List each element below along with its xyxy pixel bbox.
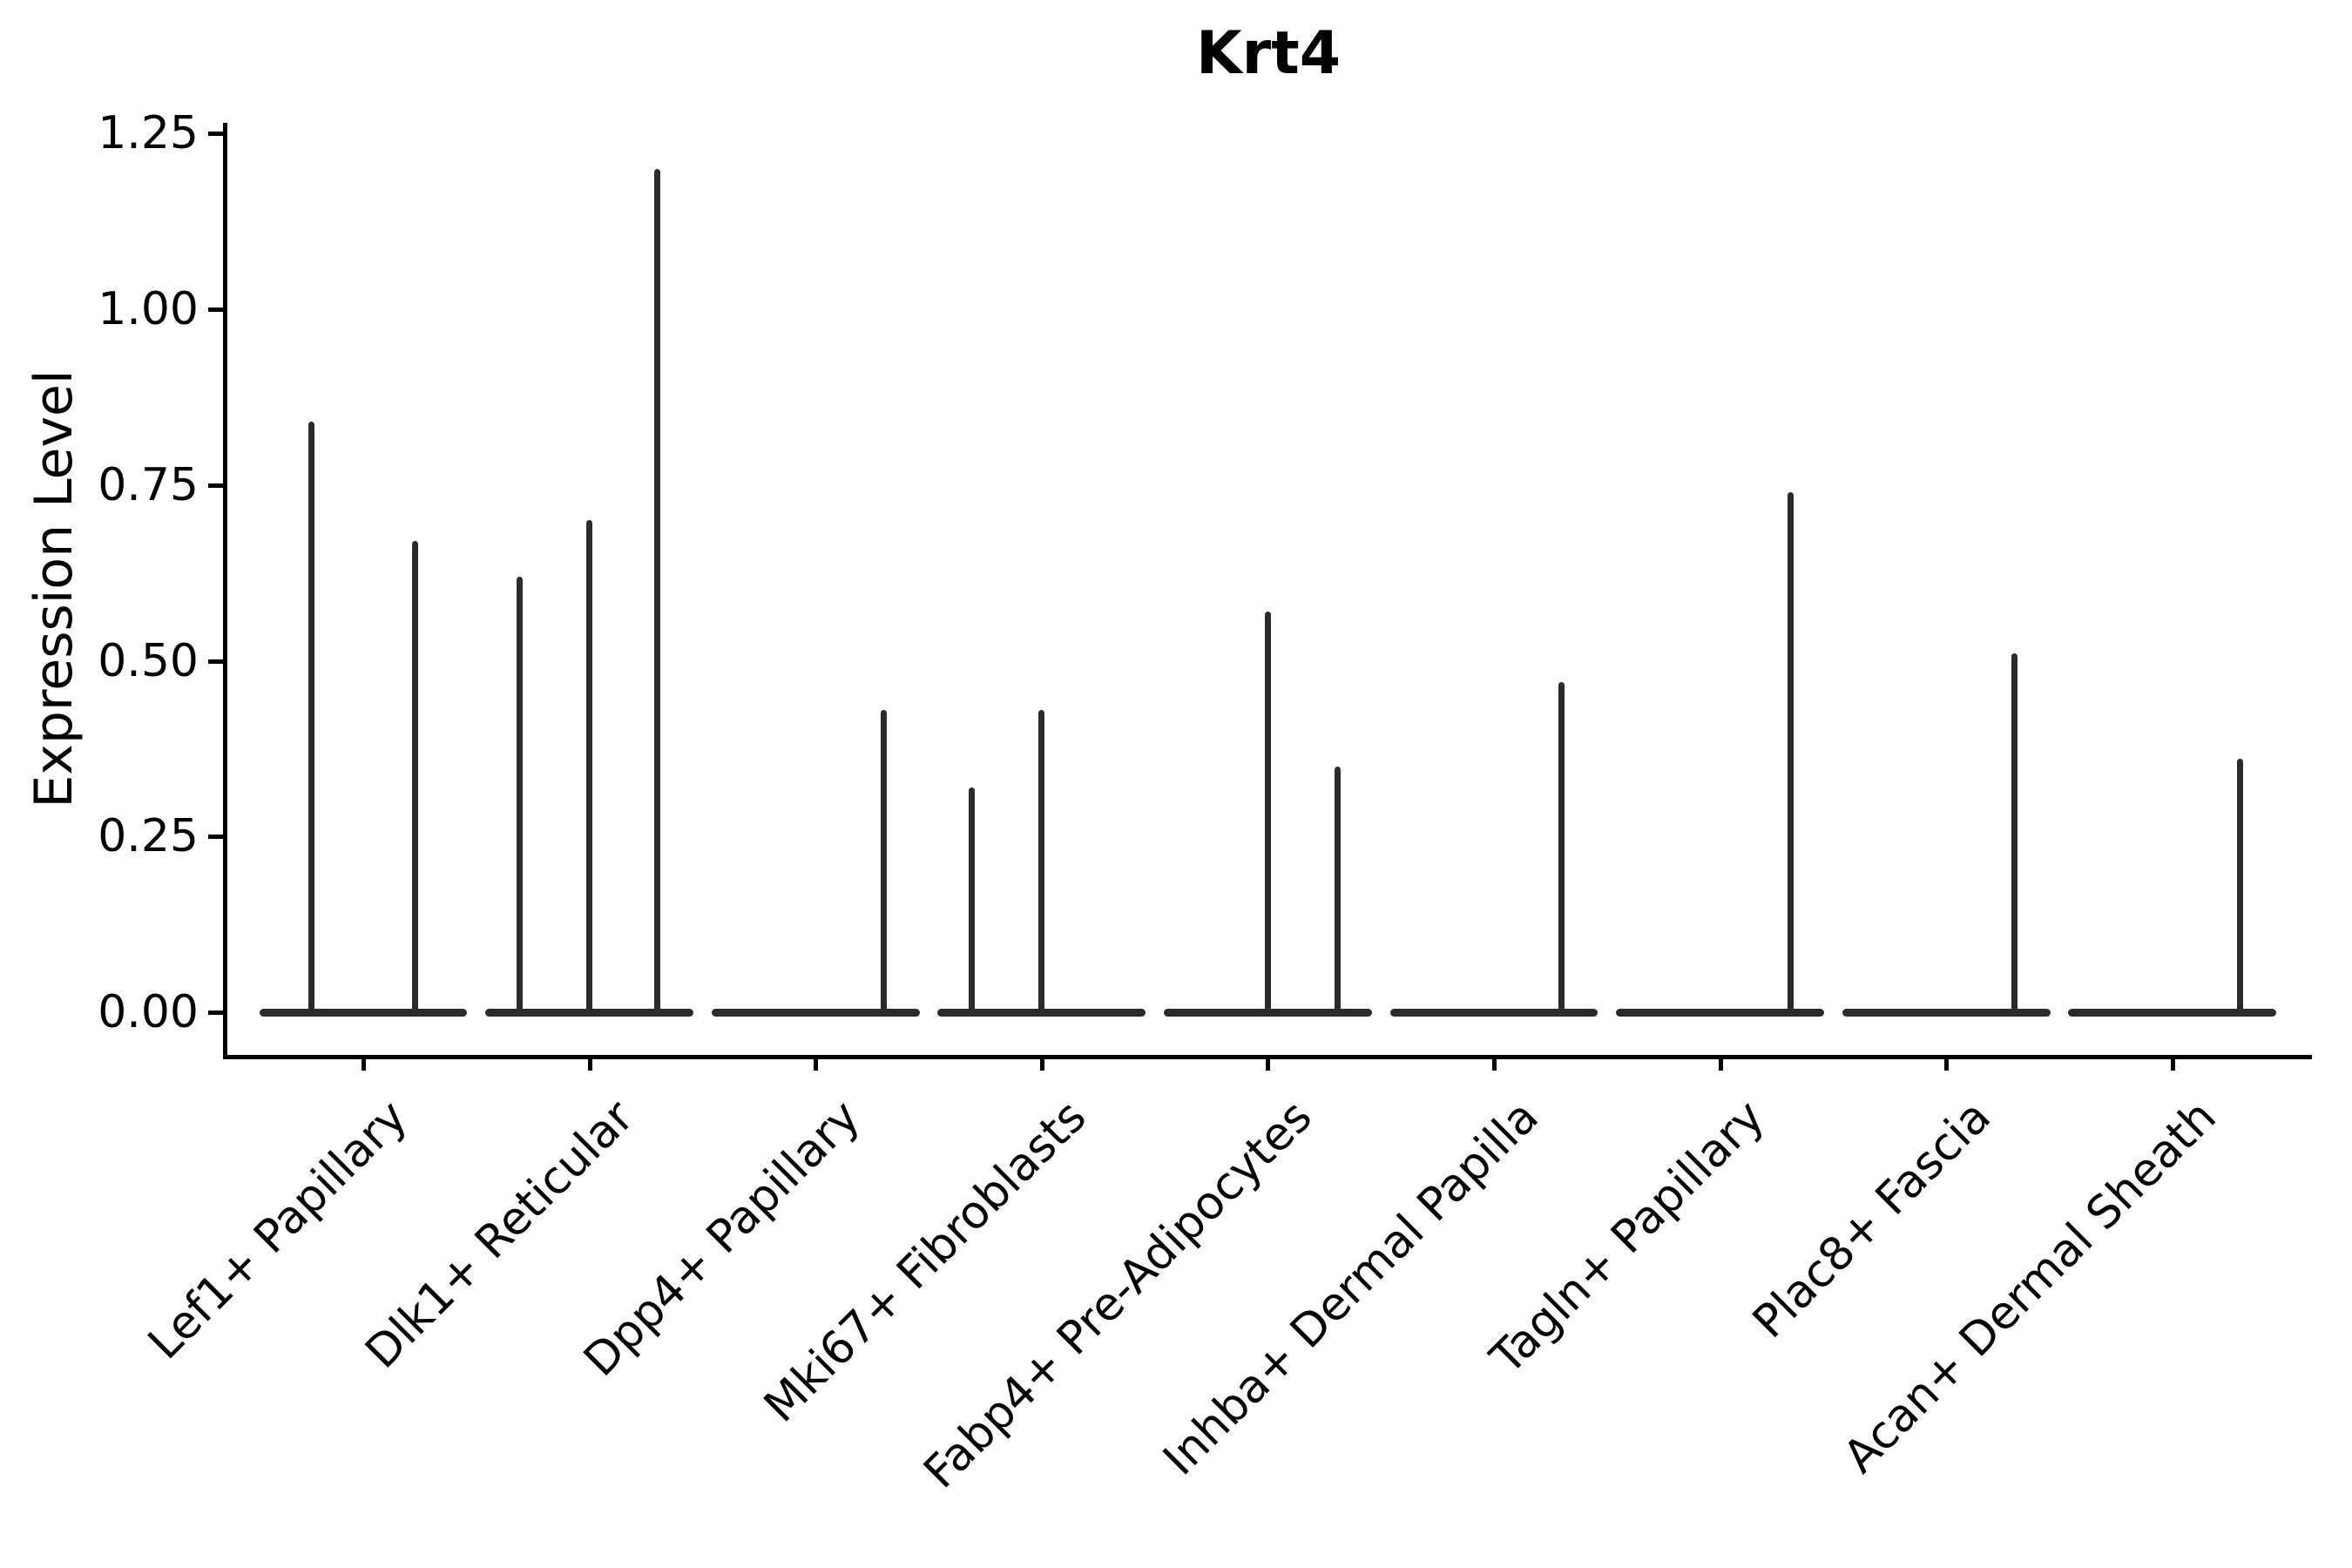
x-tick-mark <box>1718 1059 1723 1071</box>
violin-spike <box>1038 709 1045 1012</box>
violin-spike <box>653 168 660 1012</box>
violin-base <box>2068 1009 2277 1017</box>
y-tick-label: 0.50 <box>98 634 199 687</box>
violin-base <box>1616 1009 1824 1017</box>
x-tick-mark <box>1266 1059 1271 1071</box>
violin-base <box>937 1009 1146 1017</box>
y-tick-mark <box>208 483 223 488</box>
x-tick-mark <box>814 1059 819 1071</box>
x-tick-label: Plac8+ Fascia <box>1742 1091 2001 1348</box>
y-tick-mark <box>208 1010 223 1015</box>
y-tick-label: 0.25 <box>98 810 199 863</box>
violin-spike <box>1558 681 1565 1012</box>
y-tick-label: 1.00 <box>98 283 199 335</box>
violin-spike <box>2237 759 2244 1012</box>
violin-spike <box>412 541 419 1012</box>
y-tick-mark <box>208 835 223 840</box>
x-tick-mark <box>362 1059 366 1071</box>
violin-base <box>1842 1009 2051 1017</box>
violin-base <box>711 1009 920 1017</box>
violin-spike <box>1335 766 1342 1012</box>
chart-title: Krt4 <box>1195 19 1342 88</box>
violin-base <box>259 1009 468 1017</box>
x-tick-mark <box>587 1059 592 1071</box>
violin-spike <box>516 576 523 1012</box>
violin-spike <box>308 422 314 1012</box>
violin-spike <box>968 787 975 1012</box>
y-axis-spine <box>223 123 227 1059</box>
y-tick-label: 0.00 <box>98 986 199 1038</box>
x-tick-label: Fabp4+ Pre-Adipocytes <box>914 1091 1322 1499</box>
x-tick-label: Acan+ Dermal Sheath <box>1834 1091 2227 1484</box>
x-axis-spine <box>223 1055 2312 1059</box>
violin-base <box>485 1009 693 1017</box>
violin-spike <box>1264 612 1271 1012</box>
violin-base <box>1389 1009 1598 1017</box>
y-tick-mark <box>208 659 223 664</box>
x-tick-mark <box>1039 1059 1044 1071</box>
x-tick-mark <box>1944 1059 1950 1071</box>
x-tick-mark <box>2170 1059 2175 1071</box>
y-axis-label: Expression Level <box>24 369 84 808</box>
y-tick-mark <box>208 132 223 137</box>
x-tick-label: Inhba+ Dermal Papilla <box>1152 1091 1549 1486</box>
violin-spike <box>2011 653 2017 1012</box>
y-tick-mark <box>208 308 223 312</box>
violin-spike <box>586 520 593 1012</box>
x-tick-mark <box>1492 1059 1497 1071</box>
violin-base <box>1163 1009 1372 1017</box>
violin-spike <box>1787 491 1794 1012</box>
violin-spike <box>880 709 887 1012</box>
y-tick-label: 1.25 <box>98 107 199 160</box>
y-tick-label: 0.75 <box>98 458 199 511</box>
